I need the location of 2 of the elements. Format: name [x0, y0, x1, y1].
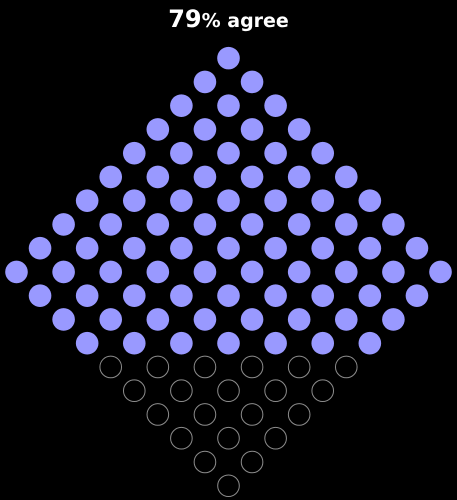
- data-label: 79: [168, 5, 202, 33]
- text: % agree: [202, 10, 289, 32]
